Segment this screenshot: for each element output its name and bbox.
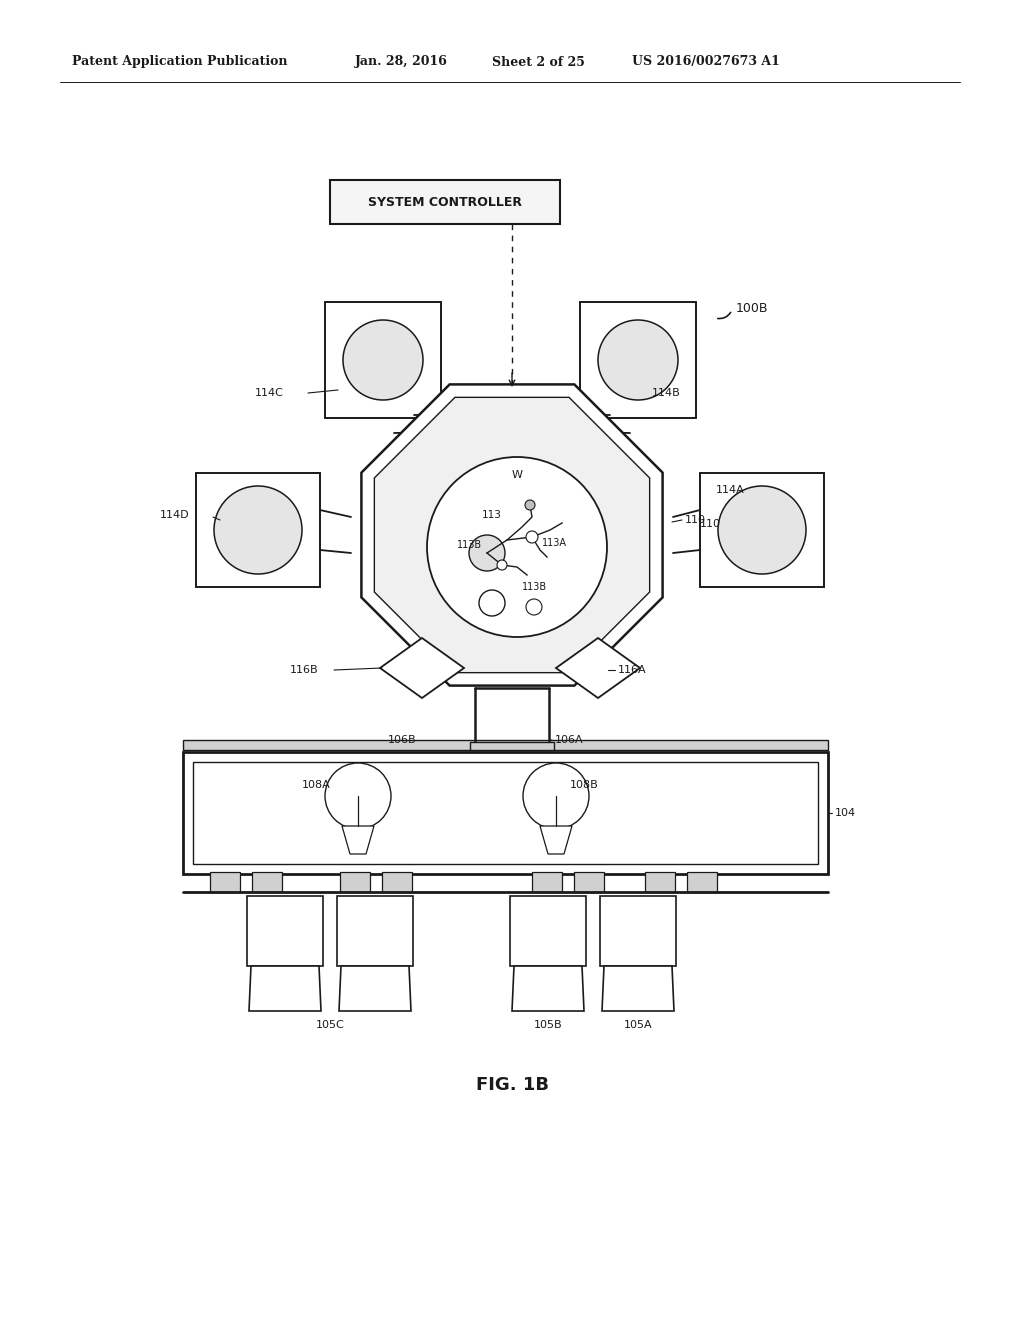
Text: 110: 110 bbox=[685, 515, 706, 525]
Text: SYSTEM CONTROLLER: SYSTEM CONTROLLER bbox=[368, 195, 522, 209]
Text: 113B: 113B bbox=[522, 582, 547, 591]
Text: 114D: 114D bbox=[160, 510, 189, 520]
Text: 108B: 108B bbox=[570, 780, 599, 789]
Text: W: W bbox=[512, 470, 522, 480]
Bar bbox=[340, 873, 370, 892]
Circle shape bbox=[598, 319, 678, 400]
Bar bbox=[330, 180, 560, 224]
Circle shape bbox=[479, 590, 505, 616]
Bar bbox=[600, 896, 676, 966]
Text: Sheet 2 of 25: Sheet 2 of 25 bbox=[492, 55, 585, 69]
Bar bbox=[210, 873, 240, 892]
Circle shape bbox=[214, 486, 302, 574]
Bar bbox=[510, 896, 586, 966]
Text: 105C: 105C bbox=[315, 1020, 344, 1030]
Circle shape bbox=[325, 763, 391, 829]
Text: 106B: 106B bbox=[388, 735, 417, 744]
Polygon shape bbox=[375, 397, 649, 673]
Bar bbox=[183, 741, 828, 750]
Circle shape bbox=[718, 486, 806, 574]
Circle shape bbox=[427, 457, 607, 638]
Text: 113B: 113B bbox=[457, 540, 482, 550]
Bar bbox=[645, 873, 675, 892]
Circle shape bbox=[523, 763, 589, 829]
Polygon shape bbox=[580, 302, 696, 418]
Text: Jan. 28, 2016: Jan. 28, 2016 bbox=[355, 55, 447, 69]
Bar bbox=[700, 473, 824, 587]
Text: 114A: 114A bbox=[716, 484, 744, 495]
Polygon shape bbox=[325, 302, 441, 418]
Bar bbox=[247, 896, 323, 966]
Polygon shape bbox=[361, 384, 663, 685]
Polygon shape bbox=[342, 826, 374, 854]
Circle shape bbox=[497, 560, 507, 570]
Bar bbox=[574, 873, 604, 892]
Polygon shape bbox=[540, 826, 572, 854]
Bar bbox=[196, 473, 319, 587]
Text: 106A: 106A bbox=[555, 735, 584, 744]
Text: FIG. 1B: FIG. 1B bbox=[475, 1076, 549, 1094]
Text: 114B: 114B bbox=[652, 388, 681, 399]
Polygon shape bbox=[556, 638, 640, 698]
Text: 105A: 105A bbox=[624, 1020, 652, 1030]
Bar bbox=[687, 873, 717, 892]
Text: 100B: 100B bbox=[736, 301, 768, 314]
Text: 110: 110 bbox=[700, 519, 721, 529]
Polygon shape bbox=[512, 966, 584, 1011]
Circle shape bbox=[526, 599, 542, 615]
Bar bbox=[193, 762, 818, 865]
Text: US 2016/0027673 A1: US 2016/0027673 A1 bbox=[632, 55, 780, 69]
Bar bbox=[183, 752, 828, 874]
Text: 113: 113 bbox=[482, 510, 502, 520]
Text: 114C: 114C bbox=[255, 388, 284, 399]
Bar bbox=[337, 896, 413, 966]
Circle shape bbox=[469, 535, 505, 572]
Bar bbox=[470, 742, 554, 750]
Circle shape bbox=[525, 500, 535, 510]
Text: Patent Application Publication: Patent Application Publication bbox=[72, 55, 288, 69]
Text: 116A: 116A bbox=[618, 665, 646, 675]
Polygon shape bbox=[602, 966, 674, 1011]
Bar bbox=[382, 873, 412, 892]
Circle shape bbox=[526, 531, 538, 543]
Text: 116B: 116B bbox=[290, 665, 318, 675]
Text: 105B: 105B bbox=[534, 1020, 562, 1030]
Text: 108A: 108A bbox=[302, 780, 331, 789]
Bar bbox=[252, 873, 282, 892]
Text: 113A: 113A bbox=[542, 539, 567, 548]
Bar bbox=[532, 873, 562, 892]
Polygon shape bbox=[249, 966, 321, 1011]
Circle shape bbox=[343, 319, 423, 400]
Polygon shape bbox=[380, 638, 464, 698]
Polygon shape bbox=[339, 966, 411, 1011]
Text: 104: 104 bbox=[835, 808, 856, 818]
